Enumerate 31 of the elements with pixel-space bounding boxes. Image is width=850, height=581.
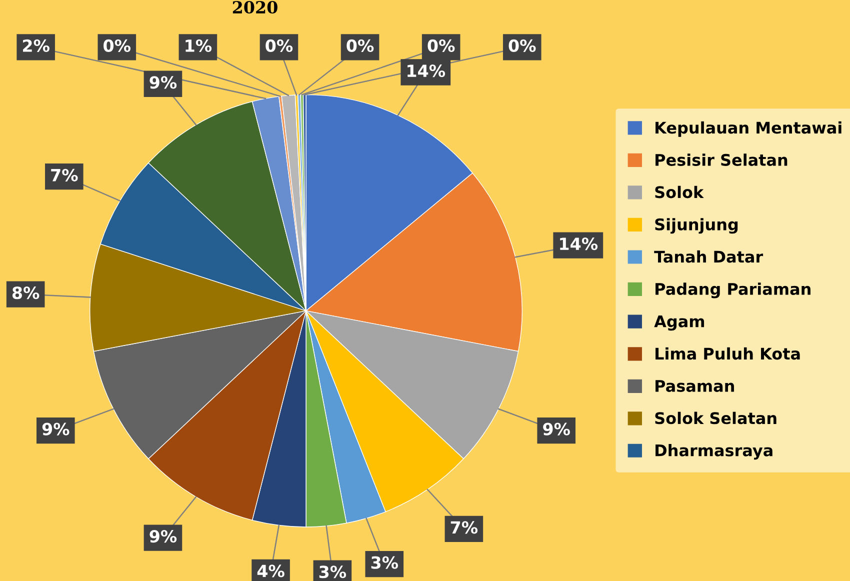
data-label: 7% <box>450 521 478 534</box>
data-label: 0% <box>266 39 293 52</box>
data-label: 3% <box>319 566 346 578</box>
data-label: 7% <box>51 168 78 182</box>
legend-label: Sijunjung <box>655 218 738 234</box>
legend-label: Solok <box>655 186 704 198</box>
legend-label: Pesisir Selatan <box>656 154 788 166</box>
data-label: 1% <box>186 39 212 52</box>
legend-label: Agam <box>654 315 704 331</box>
legend-label: Padang Pariaman <box>656 282 810 298</box>
data-label: 9% <box>42 422 70 436</box>
data-label: 4% <box>257 564 284 578</box>
data-label: 0% <box>508 39 536 52</box>
legend-label: Dharmasraya <box>656 444 772 460</box>
legend-label: Tanah Datar <box>654 250 764 263</box>
legend-label: Kepulauan Mentawai <box>656 121 842 137</box>
data-label: 0% <box>428 39 455 52</box>
legend-label: Lima Puluh Kota <box>656 347 800 360</box>
data-label: 0% <box>346 39 374 52</box>
data-label: 9% <box>150 76 177 89</box>
data-label: 14% <box>408 64 446 78</box>
data-label: 8% <box>12 286 40 300</box>
legend-label: Solok Selatan <box>655 412 776 424</box>
data-label: 3% <box>371 556 398 569</box>
data-label: 14% <box>560 237 598 250</box>
data-label: 0% <box>104 39 130 52</box>
data-label: 2% <box>23 39 50 52</box>
legend-label: Pasaman <box>656 380 734 392</box>
data-label: 9% <box>543 422 570 436</box>
chart-title: 2020 <box>232 0 278 14</box>
data-label: 9% <box>150 530 177 543</box>
